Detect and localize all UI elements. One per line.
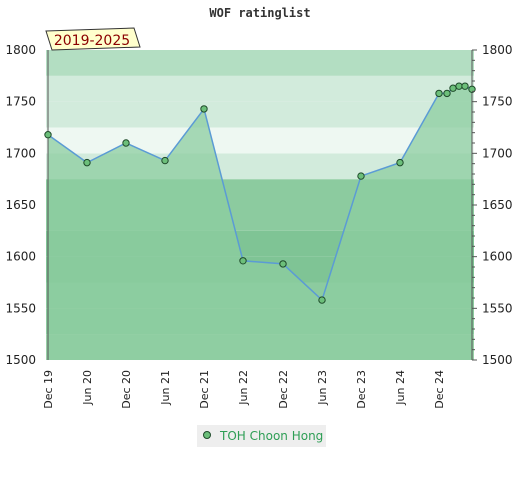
y-tick-label-right: 1800 xyxy=(482,43,513,57)
background-band xyxy=(46,101,474,128)
data-point xyxy=(357,172,365,180)
x-tick-label: Jun 21 xyxy=(159,370,172,406)
x-tick-label: Jun 24 xyxy=(394,370,407,406)
y-tick-label-left: 1800 xyxy=(5,43,36,57)
x-tick-label: Dec 19 xyxy=(42,370,55,409)
x-tick-label: Jun 20 xyxy=(81,370,94,406)
x-tick-label: Jun 22 xyxy=(237,370,250,406)
y-tick-label-right: 1550 xyxy=(482,301,513,315)
data-point xyxy=(449,84,457,92)
data-point xyxy=(122,139,130,147)
chart-title: WOF ratinglist xyxy=(209,6,310,20)
data-point xyxy=(455,82,463,90)
x-tick-label: Dec 22 xyxy=(277,370,290,409)
y-tick-label-left: 1600 xyxy=(5,250,36,264)
y-tick-label-left: 1700 xyxy=(5,146,36,160)
y-tick-label-right: 1600 xyxy=(482,250,513,264)
data-point xyxy=(396,158,404,167)
y-tick-labels-left: 1500 1550 1600 1650 1700 1750 1800 xyxy=(5,43,36,367)
legend[interactable]: TOH Choon Hong xyxy=(197,425,326,447)
x-tick-label: Jun 23 xyxy=(316,370,329,406)
background-band xyxy=(46,50,474,76)
period-badge: 2019-2025 xyxy=(45,27,141,51)
legend-marker xyxy=(203,431,211,439)
period-label: 2019-2025 xyxy=(54,33,130,49)
y-tick-label-right: 1750 xyxy=(482,95,513,109)
x-tick-labels: Dec 19 Jun 20 Dec 20 Jun 21 Dec 21 Jun 22 Dec … xyxy=(42,370,446,409)
data-point xyxy=(461,82,469,90)
x-tick-label: Dec 20 xyxy=(120,370,133,409)
x-tick-label: Dec 24 xyxy=(433,370,446,409)
y-tick-label-right: 1500 xyxy=(482,353,513,367)
y-tick-label-right: 1700 xyxy=(482,146,513,160)
legend-series-label: TOH Choon Hong xyxy=(219,429,323,443)
data-point xyxy=(279,260,287,268)
y-tick-label-left: 1500 xyxy=(5,353,36,367)
data-point xyxy=(435,89,443,98)
x-tick-label: Dec 23 xyxy=(355,370,368,409)
data-point xyxy=(44,131,52,139)
y-tick-label-left: 1750 xyxy=(5,95,36,109)
y-tick-label-left: 1650 xyxy=(5,198,36,212)
data-point xyxy=(443,89,451,98)
y-tick-label-right: 1650 xyxy=(482,198,513,212)
right-axis-minor-ticks xyxy=(472,49,477,361)
data-point xyxy=(318,296,326,304)
data-point xyxy=(200,105,208,113)
data-point xyxy=(239,257,247,265)
data-point xyxy=(83,158,91,167)
series-markers xyxy=(44,82,476,304)
y-tick-label-left: 1550 xyxy=(5,301,36,315)
data-point xyxy=(161,156,169,165)
background-band xyxy=(46,75,474,102)
period-badge-shape xyxy=(45,27,141,51)
x-tick-label: Dec 21 xyxy=(198,370,211,409)
y-tick-labels-right: 1500 1550 1600 1650 1700 1750 1800 xyxy=(482,43,513,367)
legend-box xyxy=(197,425,326,447)
series-area xyxy=(48,86,472,361)
